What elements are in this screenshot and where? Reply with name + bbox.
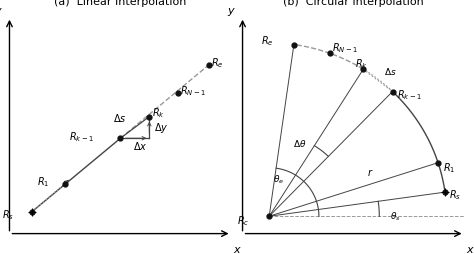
- Text: $R_s$: $R_s$: [449, 188, 462, 201]
- Text: $R_{k-1}$: $R_{k-1}$: [69, 130, 94, 144]
- Text: $R_c$: $R_c$: [237, 214, 249, 228]
- Text: $R_e$: $R_e$: [261, 34, 274, 48]
- Text: $\Delta y$: $\Delta y$: [154, 120, 168, 134]
- Text: $\Delta s$: $\Delta s$: [113, 112, 126, 123]
- Text: $R_k$: $R_k$: [152, 106, 164, 120]
- Text: $R_{N-1}$: $R_{N-1}$: [181, 84, 206, 98]
- Text: $\Delta\theta$: $\Delta\theta$: [293, 138, 306, 149]
- Text: $R_s$: $R_s$: [2, 207, 14, 221]
- Text: $R_e$: $R_e$: [211, 56, 224, 70]
- Text: $R_{k-1}$: $R_{k-1}$: [397, 87, 422, 101]
- Text: $R_{N-1}$: $R_{N-1}$: [332, 41, 358, 55]
- Text: $\Delta x$: $\Delta x$: [133, 139, 147, 151]
- Text: y: y: [227, 6, 234, 15]
- Text: r: r: [367, 167, 371, 178]
- Text: $R_k$: $R_k$: [355, 57, 367, 70]
- Text: $\theta_e$: $\theta_e$: [273, 173, 284, 186]
- Text: $\Delta s$: $\Delta s$: [384, 66, 397, 77]
- Text: x: x: [467, 244, 474, 254]
- Text: $\theta_s$: $\theta_s$: [390, 210, 401, 222]
- Text: $R_1$: $R_1$: [37, 175, 49, 189]
- Text: x: x: [234, 244, 240, 254]
- Text: (a)  Linear Interpolation: (a) Linear Interpolation: [55, 0, 187, 7]
- Text: (b)  Circular Interpolation: (b) Circular Interpolation: [283, 0, 424, 7]
- Text: $R_1$: $R_1$: [443, 161, 455, 174]
